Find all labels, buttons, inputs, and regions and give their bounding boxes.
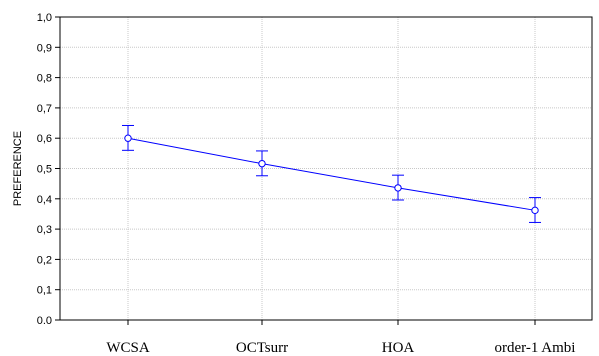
vertical-grid-lines: [127, 17, 536, 320]
grid-lines: [60, 46, 592, 291]
y-tick-label: 1,0: [37, 12, 52, 24]
y-tick-label: 0.0: [37, 315, 52, 327]
data-point: [258, 159, 266, 168]
y-tick-label: 0,8: [37, 73, 52, 85]
y-tick-label: 0,5: [37, 164, 52, 176]
y-tick-label: 0,4: [37, 194, 52, 206]
y-axis-ticks: 0.0 0,1 0,2 0,3 0,4 0,5 0,6 0,7 0,8 0,9 1,0: [37, 12, 60, 327]
y-tick-label: 0,1: [37, 285, 52, 297]
series-line: [127, 137, 536, 211]
y-tick-label: 0,6: [37, 133, 52, 145]
data-point: [124, 134, 132, 142]
x-category-label: order-1 Ambi: [495, 340, 576, 356]
y-tick-label: 0,3: [37, 224, 52, 236]
y-axis-title: PREFERENCE: [12, 131, 24, 206]
x-category-label: WCSA: [106, 340, 150, 356]
x-category-label: OCTsurr: [236, 340, 288, 356]
y-tick-label: 0,7: [37, 103, 52, 115]
x-axis-ticks: WCSA OCTsurr HOA order-1 Ambi: [106, 320, 575, 356]
series-group: [122, 124, 541, 223]
y-tick-label: 0,9: [37, 42, 52, 54]
x-category-label: HOA: [382, 340, 415, 356]
data-point: [531, 206, 539, 215]
data-point: [394, 184, 402, 192]
y-tick-label: 0,2: [37, 254, 52, 266]
